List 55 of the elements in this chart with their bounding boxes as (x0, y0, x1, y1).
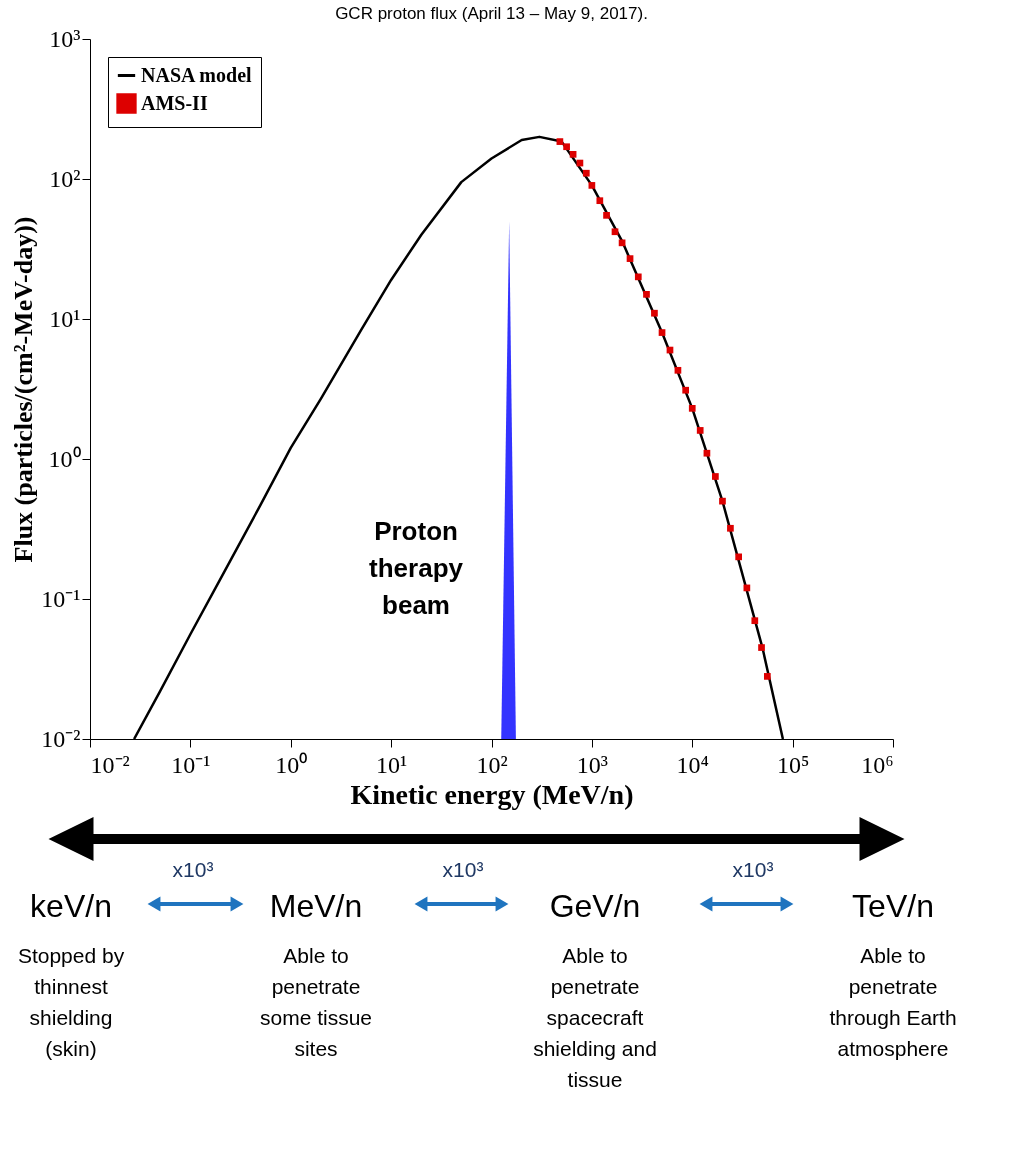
x-tick-label: 10¹ (376, 751, 408, 778)
point (674, 366, 682, 374)
point (712, 473, 719, 480)
point (696, 427, 704, 434)
text: x10³ (732, 858, 774, 881)
legend-label: AMS-II (141, 91, 208, 114)
point (582, 169, 590, 177)
point (764, 673, 771, 680)
annotation: Proton therapy beam (369, 516, 464, 620)
point (727, 524, 734, 532)
text: Able to penetrate some tissue sites (259, 944, 373, 1060)
y-tick-label: 10¹ (49, 305, 81, 332)
text: x10³ (172, 858, 214, 881)
text: MeV/n (269, 888, 363, 924)
x-tick-label: 10⁵ (776, 751, 810, 778)
x-tick-label: 10⁻² (90, 751, 130, 778)
x-tick-label: 10² (476, 751, 508, 778)
point (618, 239, 626, 247)
text: TeV/n (852, 888, 934, 924)
point (643, 290, 650, 298)
point (626, 255, 634, 262)
point (751, 617, 759, 625)
point (596, 197, 604, 205)
point (682, 386, 690, 394)
point (588, 182, 596, 189)
point (758, 644, 765, 651)
text: Able to penetrate spacecraft shielding and tissue (533, 944, 657, 1091)
chart-title: GCR proton flux (April 13 – May 9, 2017). (335, 4, 648, 23)
text: GeV/n (549, 888, 641, 924)
x-tick-label: 10⁶ (861, 751, 894, 778)
text: Able to penetrate through Earth atmosphere (829, 944, 957, 1060)
x-axis-title: Kinetic energy (MeV/n) (350, 778, 634, 810)
x-tick-label: 10⁰ (275, 751, 308, 778)
y-tick-label: 10² (49, 165, 81, 192)
point (688, 405, 696, 412)
point (611, 228, 619, 236)
point (735, 553, 743, 561)
legend-label: NASA model (141, 63, 253, 86)
y-tick-label: 10³ (49, 25, 81, 52)
point (703, 449, 711, 457)
text: x10³ (442, 858, 484, 881)
x-tick-label: 10⁴ (676, 751, 709, 778)
point (658, 329, 666, 336)
point (603, 212, 610, 219)
point (719, 497, 726, 505)
point (634, 273, 642, 281)
y-tick-label: 10⁻¹ (41, 585, 81, 612)
x-tick-label: 10³ (576, 751, 608, 778)
y-axis-title: Flux (particles/(cm²-MeV-day)) (9, 216, 39, 563)
y-tick-label: 10⁻² (41, 725, 81, 752)
y-tick-label: 10⁰ (48, 445, 81, 472)
x-tick-label: 10⁻¹ (171, 751, 211, 778)
text: keV/n (30, 888, 112, 924)
point (651, 309, 658, 317)
text: Stopped by thinnest shielding (skin) (17, 944, 125, 1060)
